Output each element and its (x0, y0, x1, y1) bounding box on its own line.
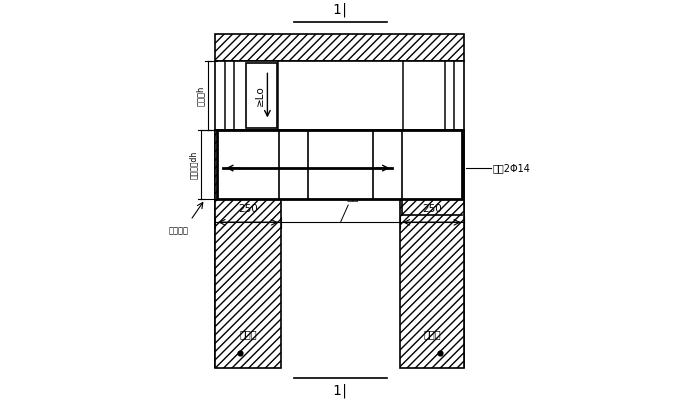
Text: 洞顶标高: 洞顶标高 (169, 226, 189, 235)
Text: 250: 250 (238, 204, 258, 214)
Text: 附加梁高dh: 附加梁高dh (189, 150, 198, 179)
Text: 门宽b: 门宽b (347, 191, 366, 201)
Text: 1|: 1| (332, 383, 349, 398)
Bar (215, 130, 281, 368)
Text: ≥Lo: ≥Lo (255, 85, 265, 106)
Text: 1|: 1| (332, 3, 349, 17)
Text: 填充墙: 填充墙 (239, 329, 257, 339)
Text: 梁深高h: 梁深高h (195, 85, 204, 106)
Bar (215, 34, 464, 61)
Text: 填充墙: 填充墙 (423, 329, 441, 339)
Bar (215, 61, 464, 130)
Text: 250: 250 (422, 204, 442, 214)
Text: 梁兵2Φ14: 梁兵2Φ14 (492, 163, 530, 173)
Bar (247, 63, 277, 128)
Bar (400, 130, 464, 368)
Bar (217, 130, 462, 199)
